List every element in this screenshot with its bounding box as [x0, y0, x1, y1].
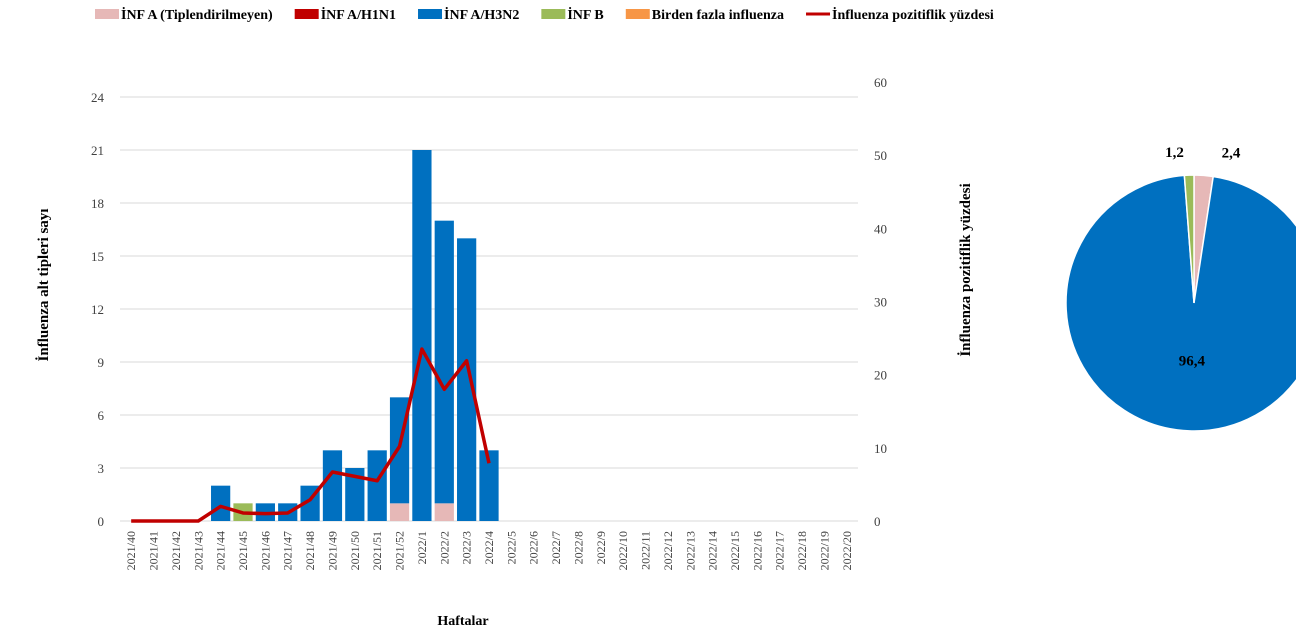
x-tick-label: 2021/41	[147, 531, 161, 570]
x-tick-label: 2021/48	[303, 531, 317, 570]
y2-tick-label: 0	[874, 514, 881, 529]
legend-label: İNF A/H1N1	[321, 6, 396, 23]
legend-label: İnfluenza pozitiflik yüzdesi	[832, 6, 994, 23]
x-tick-label: 2022/13	[683, 531, 697, 570]
bar	[479, 450, 499, 521]
y2-tick-label: 60	[874, 75, 887, 90]
x-tick-label: 2021/45	[236, 531, 250, 570]
pie-slice	[1183, 174, 1195, 304]
x-tick-label: 2022/2	[437, 531, 451, 564]
data-label: 1,2	[1165, 145, 1184, 161]
y2-tick-label: 20	[874, 368, 887, 383]
bar	[367, 450, 387, 521]
data-label: 96,4	[1179, 354, 1206, 370]
x-axis-title: Haftalar	[437, 614, 488, 629]
y2-tick-label: 50	[874, 148, 887, 163]
legend-label: Birden fazla influenza	[652, 8, 784, 23]
bar	[434, 220, 454, 504]
x-tick-label: 2022/1	[415, 531, 429, 564]
x-tick-label: 2022/20	[840, 531, 854, 570]
y-tick-label: 24	[91, 90, 105, 105]
x-tick-label: 2022/6	[527, 531, 541, 564]
pie-slice	[1065, 174, 1296, 432]
x-tick-label: 2021/42	[169, 531, 183, 570]
y-tick-label: 9	[98, 355, 105, 370]
x-tick-label: 2022/15	[728, 531, 742, 570]
bar	[457, 238, 477, 522]
x-tick-label: 2021/44	[214, 531, 228, 570]
x-tick-label: 2022/4	[482, 531, 496, 564]
legend-marker	[625, 9, 650, 19]
y-axis-title: İnfluenza alt tipleri sayı	[35, 209, 52, 362]
y2-tick-label: 40	[874, 221, 887, 236]
x-tick-label: 2022/3	[460, 531, 474, 564]
x-tick-label: 2021/49	[325, 531, 339, 570]
x-tick-label: 2022/9	[594, 531, 608, 564]
x-tick-label: 2021/40	[124, 531, 138, 570]
x-tick-label: 2021/46	[258, 531, 272, 570]
x-tick-label: 2021/50	[348, 531, 362, 570]
x-tick-label: 2022/7	[549, 531, 563, 564]
y2-tick-label: 10	[874, 441, 887, 456]
bar	[434, 503, 454, 521]
bar	[322, 450, 343, 521]
y-tick-label: 0	[98, 514, 105, 529]
x-tick-label: 2022/12	[661, 531, 675, 570]
x-tick-label: 2022/11	[639, 531, 653, 570]
y2-axis-title: İnfluenza pozitiflik yüzdesi	[957, 183, 974, 356]
legend-label: İNF B	[567, 6, 603, 23]
legend-marker	[294, 9, 319, 19]
x-tick-label: 2022/5	[504, 531, 518, 564]
x-tick-label: 2021/52	[393, 531, 407, 570]
y2-tick-label: 30	[874, 295, 887, 310]
x-tick-label: 2022/18	[795, 531, 809, 570]
line	[131, 347, 491, 523]
legend-marker	[541, 9, 566, 19]
legend-marker	[418, 9, 443, 19]
x-tick-label: 2022/17	[773, 531, 787, 570]
legend-marker	[95, 9, 119, 19]
x-tick-label: 2021/47	[281, 531, 295, 570]
y-tick-label: 12	[91, 302, 104, 317]
y-tick-label: 21	[91, 143, 104, 158]
x-tick-label: 2022/16	[750, 531, 764, 570]
x-tick-label: 2021/51	[370, 531, 384, 570]
bar	[412, 150, 432, 521]
x-tick-label: 2022/8	[571, 531, 585, 564]
x-tick-label: 2021/43	[191, 531, 205, 570]
bar	[345, 468, 365, 521]
bar	[211, 485, 231, 521]
y-tick-label: 15	[91, 249, 104, 264]
x-tick-label: 2022/19	[817, 531, 831, 570]
y-tick-label: 6	[98, 408, 105, 423]
x-tick-label: 2022/10	[616, 531, 630, 570]
data-label: 2,4	[1222, 145, 1241, 161]
legend-label: İNF A/H3N2	[444, 6, 519, 23]
y-tick-label: 18	[91, 196, 104, 211]
y-tick-label: 3	[98, 461, 105, 476]
x-tick-label: 2022/14	[706, 531, 720, 570]
bar	[389, 503, 410, 521]
legend-label: İNF A (Tiplendirilmeyen)	[121, 6, 273, 23]
